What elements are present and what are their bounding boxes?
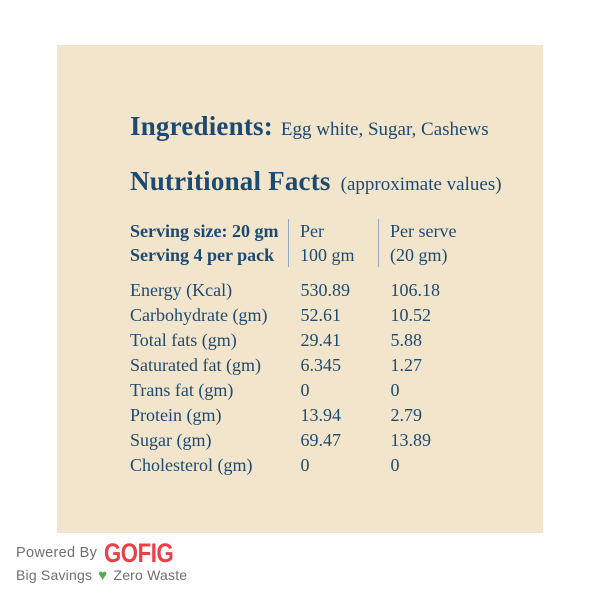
ingredients-value: Egg white, Sugar, Cashews [280, 119, 489, 140]
table-row: Saturated fat (gm) 6.345 1.27 [130, 353, 530, 378]
nutrient-label: Trans fat (gm) [130, 380, 234, 400]
table-row: Carbohydrate (gm) 52.61 10.52 [130, 303, 530, 328]
nutrient-label: Cholesterol (gm) [130, 455, 253, 475]
card-content: Ingredients: Egg white, Sugar, Cashews Nu… [57, 45, 543, 478]
per-serve-column-header: Per serve (20 gm) [378, 219, 530, 267]
nutrient-label: Energy (Kcal) [130, 280, 233, 300]
per-100gm-value: 69.47 [300, 430, 342, 450]
nutrition-facts-section: Nutritional Facts (approximate values) [130, 166, 523, 201]
per-serve-value: 0 [390, 380, 400, 400]
ingredients-heading: Ingredients: [130, 111, 273, 141]
nutrient-label: Saturated fat (gm) [130, 355, 261, 375]
nutrition-table-body: Energy (Kcal) 530.89 106.18 Carbohydrate… [130, 278, 530, 478]
tagline-big-savings: Big Savings [16, 567, 93, 583]
heart-icon: ♥ [98, 567, 108, 584]
table-row: Total fats (gm) 29.41 5.88 [130, 328, 530, 353]
nutrition-table: Serving size: 20 gm Serving 4 per pack P… [130, 219, 530, 478]
ingredients-section: Ingredients: Egg white, Sugar, Cashews [130, 111, 523, 146]
table-row: Protein (gm) 13.94 2.79 [130, 403, 530, 428]
nutrition-facts-subtitle: (approximate values) [340, 174, 502, 195]
per-serve-value: 10.52 [390, 305, 432, 325]
per-100gm-value: 6.345 [300, 355, 342, 375]
per-100gm-value: 0 [300, 380, 310, 400]
per-serve-value: 0 [390, 455, 400, 475]
per-serve-value: 5.88 [390, 330, 423, 350]
nutrition-card: Ingredients: Egg white, Sugar, Cashews Nu… [57, 45, 543, 533]
table-row: Cholesterol (gm) 0 0 [130, 453, 530, 478]
serving-info-cell: Serving size: 20 gm Serving 4 per pack [130, 219, 288, 267]
table-row: Energy (Kcal) 530.89 106.18 [130, 278, 530, 303]
gofig-branding: Powered By GOFIG Big Savings ♥ Zero Wast… [16, 538, 189, 585]
per-serve-value: 1.27 [390, 355, 423, 375]
nutrient-label: Carbohydrate (gm) [130, 305, 268, 325]
per-100gm-value: 530.89 [300, 280, 351, 300]
per-100gm-value: 0 [300, 455, 310, 475]
per-100gm-column-header: Per 100 gm [288, 219, 378, 267]
nutrition-table-header: Serving size: 20 gm Serving 4 per pack P… [130, 219, 530, 267]
nutrition-facts-heading: Nutritional Facts [130, 166, 331, 196]
table-row: Sugar (gm) 69.47 13.89 [130, 428, 530, 453]
powered-by-label: Powered By [16, 545, 98, 561]
powered-by-line: Powered By GOFIG [16, 538, 189, 568]
tagline-zero-waste: Zero Waste [113, 567, 188, 583]
nutrient-label: Sugar (gm) [130, 430, 212, 450]
serving-size-text: Serving size: 20 gm [130, 221, 279, 241]
gofig-logo: GOFIG [104, 538, 174, 568]
table-row: Trans fat (gm) 0 0 [130, 378, 530, 403]
per-serve-value: 2.79 [390, 405, 423, 425]
per-100gm-value: 13.94 [300, 405, 342, 425]
nutrient-label: Total fats (gm) [130, 330, 237, 350]
per-serve-value: 13.89 [390, 430, 432, 450]
per-100gm-value: 29.41 [300, 330, 342, 350]
tagline: Big Savings ♥ Zero Waste [16, 567, 189, 584]
per-serve-value: 106.18 [390, 280, 441, 300]
serving-per-pack-text: Serving 4 per pack [130, 245, 275, 265]
nutrient-label: Protein (gm) [130, 405, 222, 425]
per-100gm-value: 52.61 [300, 305, 342, 325]
